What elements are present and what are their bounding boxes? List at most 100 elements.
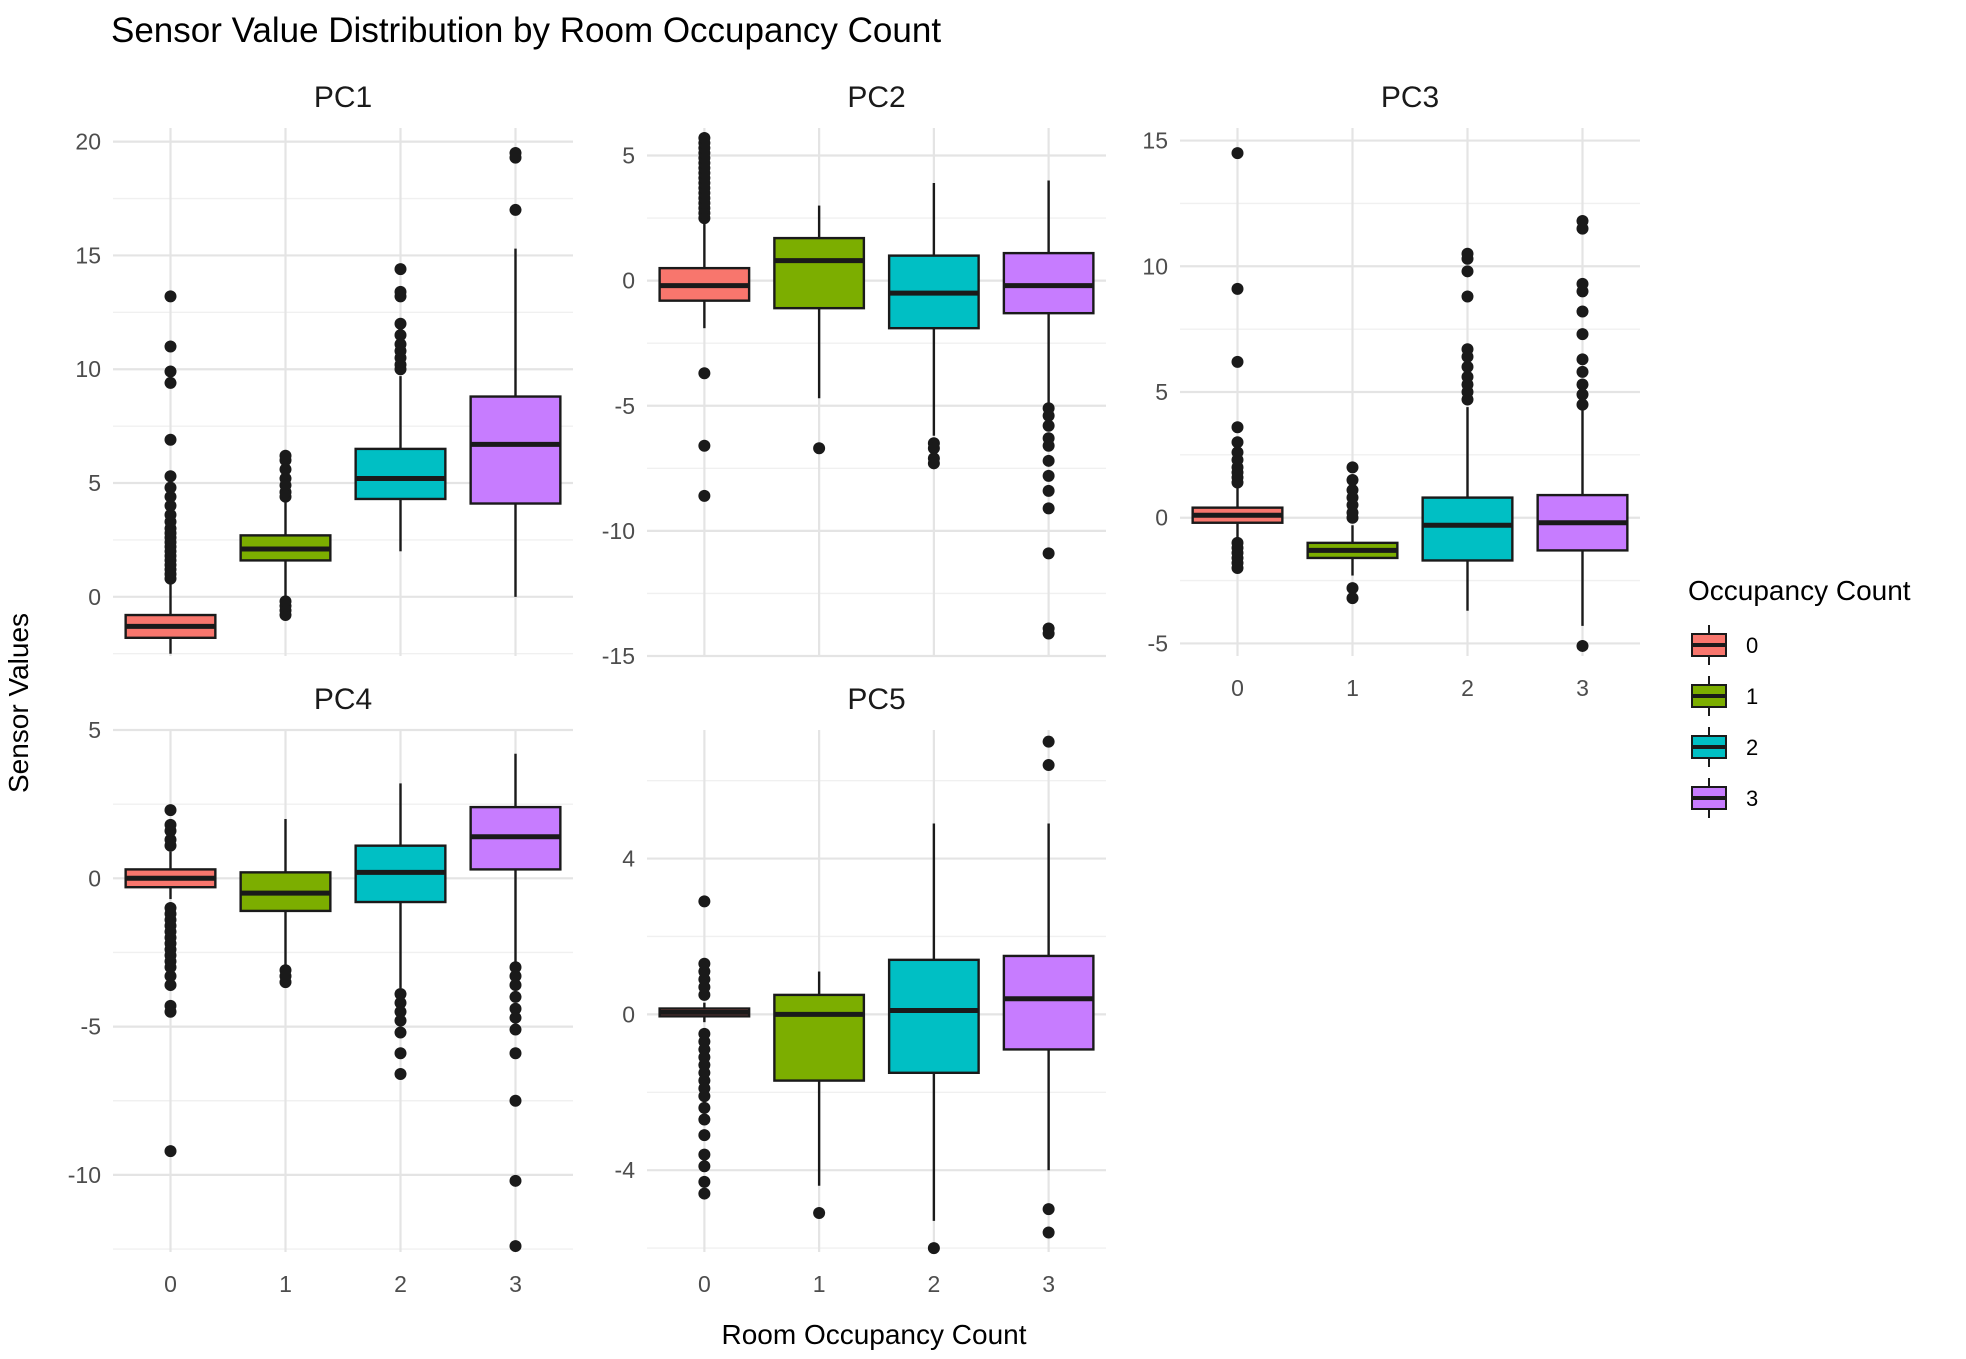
outlier-point [1231, 562, 1244, 574]
y-axis-title: Sensor Values [3, 613, 34, 793]
outlier-point [164, 290, 177, 303]
x-tick-label: 3 [1042, 1271, 1055, 1297]
outlier-point [1576, 305, 1589, 318]
outlier-point [698, 1113, 711, 1126]
outlier-point [1042, 409, 1055, 422]
box-pc3-cat-1 [1306, 461, 1399, 605]
y-tick-label: 10 [1142, 253, 1168, 279]
y-tick-label: 15 [75, 242, 101, 268]
outlier-point [1042, 735, 1055, 748]
outlier-point [1042, 484, 1055, 497]
box-body [469, 395, 562, 505]
y-tick-label: -10 [68, 1162, 101, 1188]
y-tick-label: 15 [1142, 128, 1168, 154]
legend-label: 2 [1746, 735, 1758, 760]
outlier-point [1461, 370, 1474, 383]
y-tick-label: -15 [602, 643, 635, 669]
outlier-point [698, 1160, 711, 1173]
y-tick-label: 5 [622, 143, 635, 169]
x-tick-label: 0 [1231, 675, 1244, 701]
legend-label: 0 [1746, 633, 1758, 658]
box-pc2-cat-0 [658, 132, 751, 502]
gridlines [1180, 128, 1640, 656]
x-tick-label: 0 [164, 1271, 177, 1297]
outlier-point [698, 1175, 711, 1188]
outlier-point [164, 1005, 177, 1018]
x-tick-label: 0 [698, 1271, 711, 1297]
outlier-point [1461, 343, 1474, 356]
box-pc5-cat-1 [773, 971, 866, 1220]
outlier-point [394, 1026, 407, 1039]
outlier-point [1042, 469, 1055, 482]
outlier-point [698, 132, 711, 145]
y-tick-label: -5 [615, 393, 635, 419]
outlier-point [1576, 353, 1589, 366]
box-pc5-cat-3 [1002, 735, 1095, 1239]
outlier-point [1576, 398, 1589, 411]
box-pc5-cat-2 [887, 823, 980, 1255]
facet-label: PC5 [847, 683, 905, 716]
outlier-point [1231, 436, 1244, 449]
outlier-point [1231, 446, 1244, 459]
y-tick-label: 0 [1155, 505, 1168, 531]
outlier-point [698, 439, 711, 452]
outlier-point [164, 376, 177, 389]
outlier-point [394, 987, 407, 1000]
outlier-point [813, 442, 826, 455]
facet-label: PC4 [314, 683, 372, 716]
x-tick-label: 1 [813, 1271, 826, 1297]
outlier-point [1042, 502, 1055, 515]
outlier-point [1346, 484, 1359, 497]
box-body [1002, 251, 1095, 315]
box-body [887, 958, 980, 1075]
outlier-point [698, 957, 711, 970]
x-tick-label: 3 [509, 1271, 522, 1297]
y-tick-label: 5 [88, 470, 101, 496]
outlier-point [1346, 474, 1359, 486]
outlier-point [1042, 1203, 1055, 1216]
facet-panel-pc4: PC4 -10 -5 0 5 0 1 2 3 [68, 683, 573, 1297]
facet-panel-pc5: PC5 -4 0 4 0 1 2 3 [615, 683, 1106, 1297]
legend-key-1 [1691, 676, 1727, 716]
outlier-point [813, 1207, 826, 1220]
outlier-point [509, 1174, 522, 1187]
box-pc2-cat-3 [1002, 180, 1095, 640]
outlier-point [927, 442, 940, 455]
outlier-point [394, 329, 407, 342]
box-body [1421, 496, 1514, 562]
outlier-point [1042, 419, 1055, 432]
legend-key-3 [1691, 778, 1727, 818]
x-tick-label: 3 [1576, 675, 1589, 701]
y-tick-label: 0 [622, 268, 635, 294]
outlier-point [509, 203, 522, 216]
outlier-point [394, 1047, 407, 1060]
outlier-point [509, 1011, 522, 1024]
outlier-point [279, 595, 292, 608]
box-pc3-cat-3 [1536, 215, 1629, 652]
box-pc1-cat-0 [124, 290, 217, 654]
legend: Occupancy Count 0 1 2 3 [1688, 575, 1911, 818]
outlier-point [394, 996, 407, 1009]
outlier-point [1042, 547, 1055, 560]
outlier-point [394, 285, 407, 298]
box-body [773, 236, 866, 310]
outlier-point [164, 818, 177, 831]
outlier-point [394, 1068, 407, 1081]
outlier-point [164, 365, 177, 378]
outlier-point [698, 489, 711, 502]
legend-title: Occupancy Count [1688, 575, 1911, 606]
outlier-point [698, 367, 711, 380]
outlier-point [1231, 355, 1244, 368]
outlier-point [164, 470, 177, 483]
box-pc1-cat-3 [469, 147, 562, 597]
outlier-point [279, 976, 292, 989]
outlier-point [164, 340, 177, 353]
outlier-point [1576, 639, 1589, 652]
outlier-point [1042, 759, 1055, 772]
y-tick-label: -4 [615, 1157, 636, 1183]
outlier-point [698, 1101, 711, 1114]
box-pc5-cat-0 [658, 895, 751, 1200]
y-tick-label: -5 [1148, 630, 1168, 656]
